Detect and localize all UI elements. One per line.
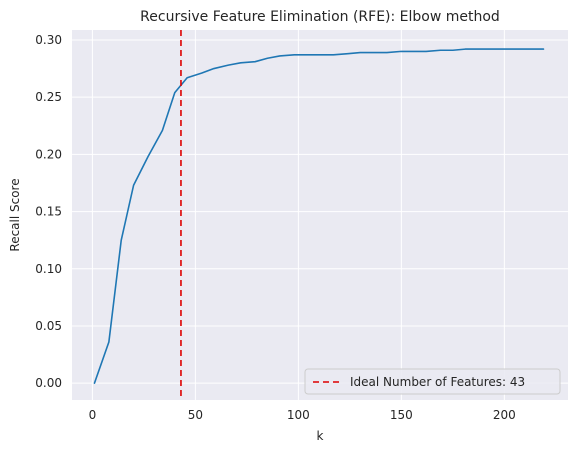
x-tick-labels: 0 50 100 150 200 (89, 408, 516, 422)
x-tick-label: 150 (390, 408, 413, 422)
x-axis-label: k (317, 429, 324, 443)
series-line (93, 48, 545, 384)
y-tick-label: 0.10 (35, 262, 62, 276)
x-gridlines (91, 30, 505, 400)
x-tick-label: 50 (188, 408, 203, 422)
x-tick-label: 100 (287, 408, 310, 422)
y-tick-label: 0.25 (35, 90, 62, 104)
y-tick-label: 0.15 (35, 205, 62, 219)
series-layer (93, 30, 545, 400)
legend: Ideal Number of Features: 43 (304, 368, 561, 395)
y-tick-label: 0.00 (35, 376, 62, 390)
x-tick-label: 200 (493, 408, 516, 422)
chart-title: Recursive Feature Elimination (RFE): Elb… (140, 9, 500, 25)
legend-box (304, 368, 561, 395)
y-tick-label: 0.30 (35, 33, 62, 47)
y-tick-label: 0.05 (35, 319, 62, 333)
legend-label: Ideal Number of Features: 43 (350, 375, 525, 389)
y-tick-labels: 0.00 0.05 0.10 0.15 0.20 0.25 0.30 (35, 33, 62, 390)
plot-background (72, 30, 568, 400)
y-axis-label: Recall Score (8, 178, 22, 251)
x-tick-label: 0 (89, 408, 97, 422)
y-tick-label: 0.20 (35, 147, 62, 161)
